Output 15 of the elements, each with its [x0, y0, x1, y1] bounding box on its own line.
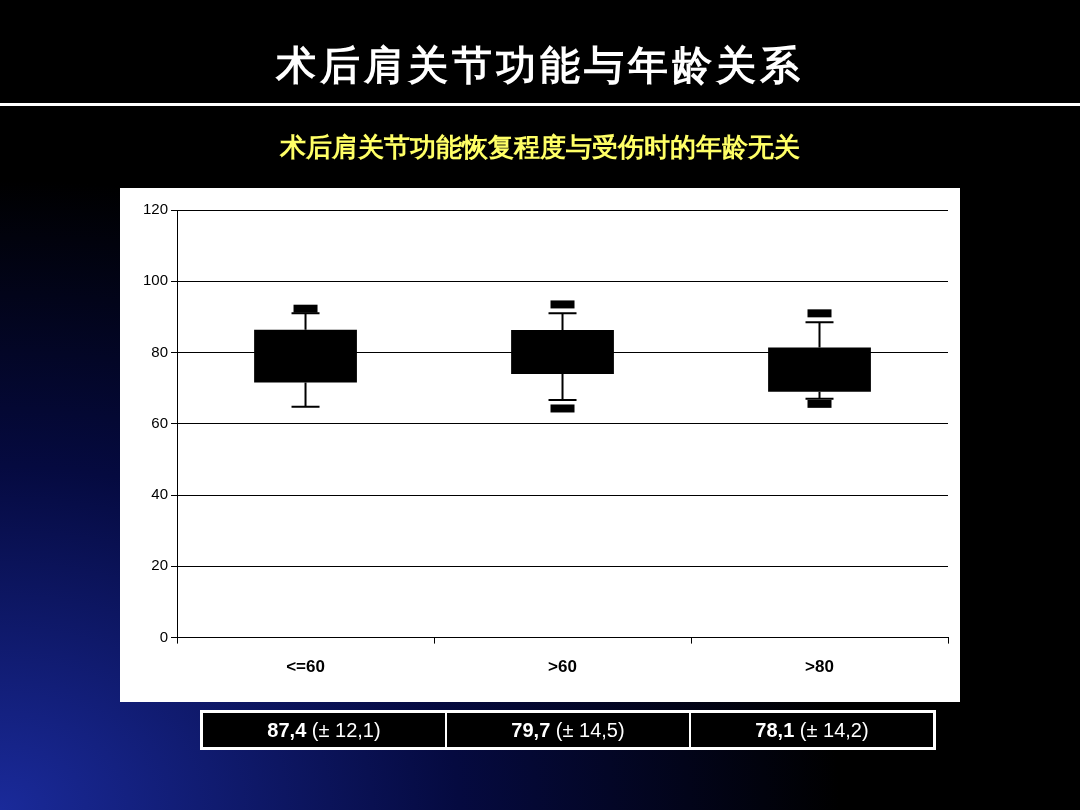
text: 78,1 (± 14,2)	[755, 718, 869, 742]
text: 87,4 (± 12,1)	[267, 718, 381, 742]
x-tick-label: <=60	[286, 657, 325, 677]
y-tick-label: 80	[151, 342, 169, 360]
x-tick-label: >80	[805, 657, 834, 677]
chart-title: 术后肩关节功能与年龄关系	[274, 40, 805, 90]
chart-subtitle: 术后肩关节功能恢复程度与受伤时的年龄无关	[278, 131, 801, 164]
y-tick-label: 40	[151, 485, 169, 503]
y-tick-label: 20	[151, 556, 169, 574]
y-tick-label: 120	[143, 200, 169, 218]
x-tick-label: >60	[548, 657, 577, 677]
text: 79,7 (± 14,5)	[511, 718, 625, 742]
y-tick-label: 0	[159, 627, 169, 645]
y-tick-label: 60	[151, 413, 169, 431]
y-tick-label: 100	[143, 271, 169, 289]
